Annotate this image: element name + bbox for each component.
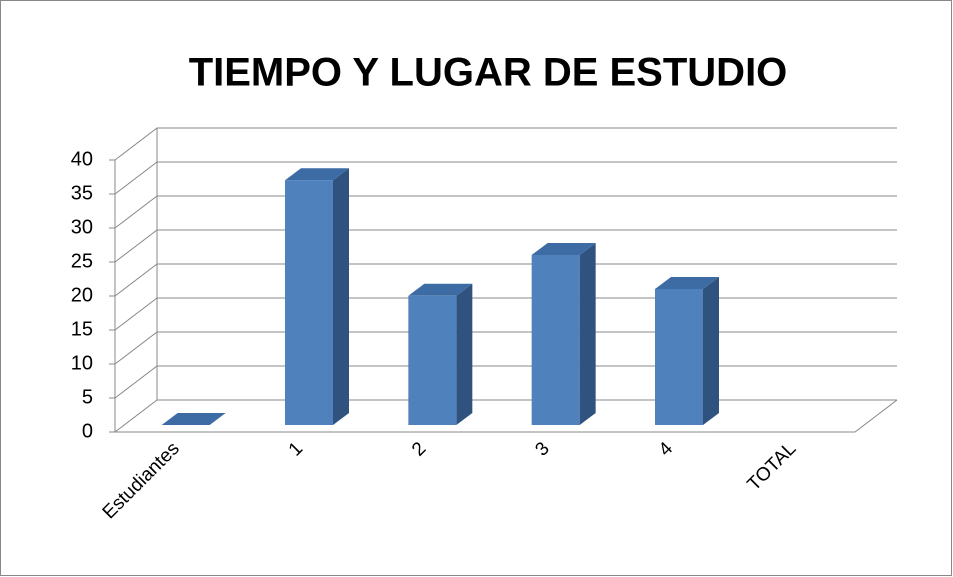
floor — [115, 399, 898, 433]
y-tick-label: 30 — [71, 216, 93, 238]
bar-top — [408, 283, 473, 296]
bar-side — [579, 243, 596, 425]
y-tick-label: 0 — [82, 420, 93, 442]
bar-side — [333, 168, 349, 425]
bar-side — [703, 277, 719, 425]
bar-top — [531, 243, 596, 255]
bar-top — [655, 277, 719, 289]
grid-line — [114, 161, 897, 195]
grid-line — [114, 195, 897, 229]
y-tick-label: 20 — [71, 284, 93, 306]
y-tick-label: 40 — [71, 148, 93, 170]
bar-top — [161, 413, 226, 425]
chart-title: TIEMPO Y LUGAR DE ESTUDIO — [189, 51, 788, 95]
grid-line — [114, 263, 897, 297]
bar — [285, 180, 333, 425]
bar — [655, 289, 703, 425]
bar — [408, 295, 457, 425]
grid-line — [114, 399, 897, 433]
y-tick-label: 35 — [71, 182, 93, 204]
grid-line — [114, 127, 897, 161]
bar-side — [456, 283, 473, 425]
y-tick-label: 10 — [71, 352, 93, 374]
y-tick-label: 15 — [71, 318, 93, 340]
grid-line — [114, 365, 897, 399]
y-tick-label: 25 — [71, 250, 93, 272]
bar-top — [285, 168, 349, 181]
grid-line — [114, 229, 897, 263]
grid-line — [114, 297, 897, 331]
y-tick-label: 5 — [82, 386, 93, 408]
grid-line — [114, 331, 897, 365]
bar — [531, 255, 580, 425]
